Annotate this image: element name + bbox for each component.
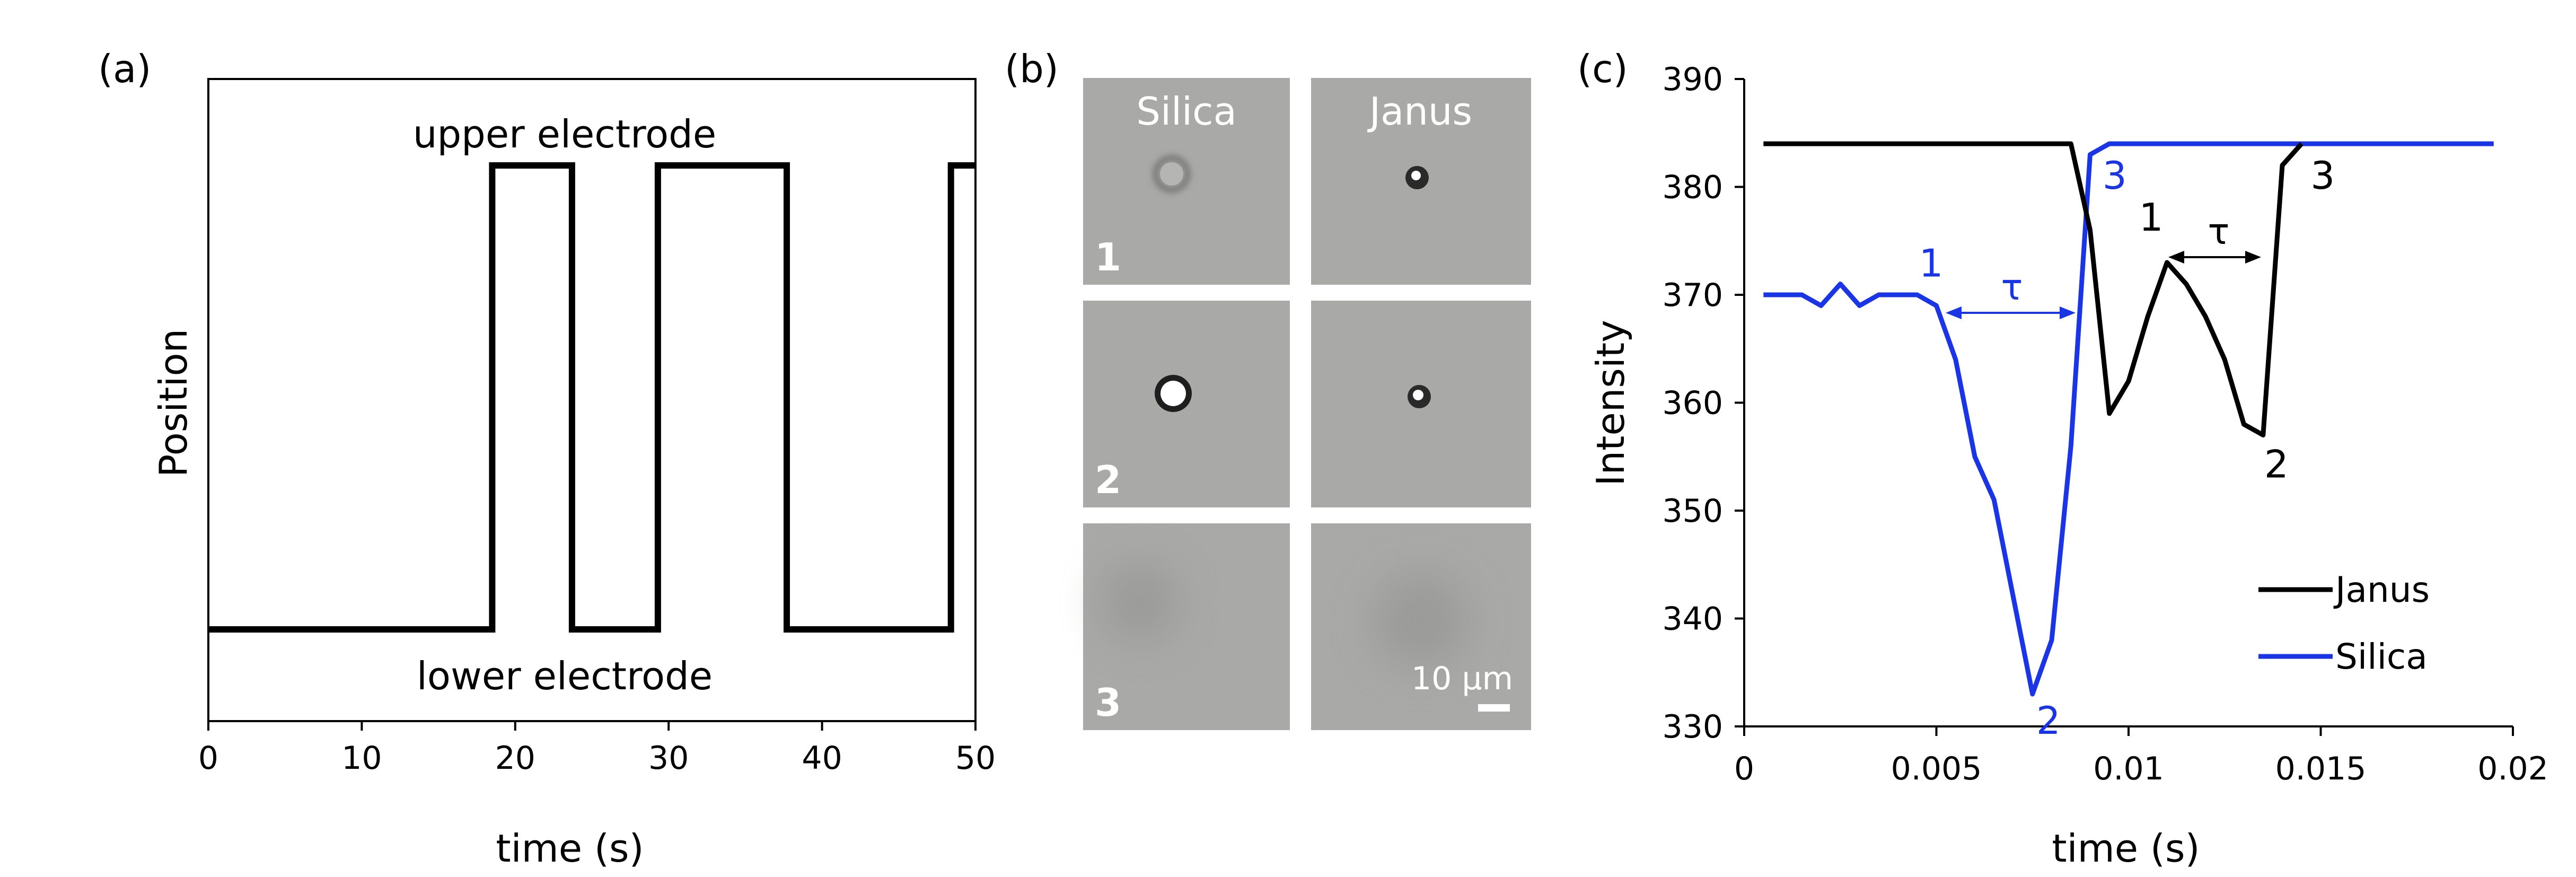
lower-electrode-label: lower electrode <box>417 654 713 698</box>
tau-arrow-silica <box>1946 306 2076 319</box>
legend-label-silica: Silica <box>2335 636 2428 677</box>
panel-c-y-ticks <box>1735 78 1744 727</box>
janus-point-label: 2 <box>2264 442 2289 487</box>
scale-bar <box>1478 704 1510 712</box>
silica-point-label: 3 <box>2103 153 2127 198</box>
panel-a: (a) 0 10 20 30 40 50 upper electrode lower el… <box>98 47 996 871</box>
janus-intensity-line <box>1763 141 2304 437</box>
column-label-janus: Janus <box>1367 89 1472 134</box>
position-trace <box>208 162 975 633</box>
x-tick-label: 0.015 <box>2275 750 2367 787</box>
panel-c-y-axis-label: Intensity <box>1588 320 1633 486</box>
column-label-silica: Silica <box>1136 89 1236 134</box>
y-tick-label: 330 <box>1662 708 1723 746</box>
row-label-2: 2 <box>1095 458 1121 502</box>
y-tick-label: 380 <box>1662 169 1723 206</box>
silica-point-label: 1 <box>1919 241 1944 285</box>
x-tick-label: 40 <box>802 740 842 777</box>
panel-c-label: (c) <box>1577 47 1628 91</box>
panel-b-label: (b) <box>1005 47 1059 91</box>
legend: Janus Silica <box>2258 569 2430 677</box>
silica-point-label: 2 <box>2036 698 2061 743</box>
y-tick-label: 350 <box>1662 493 1723 530</box>
x-tick-label: 10 <box>341 740 382 777</box>
panel-c-x-axis-label: time (s) <box>2052 826 2200 871</box>
panel-a-x-ticks <box>207 721 977 731</box>
silica-particle-1 <box>1153 155 1190 192</box>
row-label-1: 1 <box>1095 235 1121 279</box>
panel-c: (c) 330 340 350 360 370 380 390 0 0.005 0.01 0.01… <box>1577 47 2548 871</box>
scale-bar-label: 10 µm <box>1411 660 1513 697</box>
x-tick-label: 0 <box>1734 750 1754 787</box>
panel-c-x-tick-labels: 0 0.005 0.01 0.015 0.02 <box>1734 750 2548 787</box>
x-tick-label: 20 <box>495 740 535 777</box>
janus-point-label: 1 <box>2139 195 2164 240</box>
panel-a-label: (a) <box>98 47 151 91</box>
panel-a-plot-frame <box>207 78 977 722</box>
silica-particle-3-blur <box>1103 565 1177 639</box>
janus-particle-1 <box>1405 166 1429 189</box>
tau-arrow-janus <box>2168 251 2261 264</box>
y-tick-label: 340 <box>1662 601 1723 638</box>
panel-a-y-axis-label: Position <box>151 329 196 477</box>
tau-label-janus: τ <box>2208 211 2230 253</box>
janus-particle-3-blur <box>1373 573 1469 668</box>
silica-intensity-line <box>1763 141 2494 697</box>
y-tick-label: 390 <box>1662 61 1723 98</box>
upper-electrode-label: upper electrode <box>413 112 716 156</box>
janus-point-label: 3 <box>2310 153 2335 198</box>
x-tick-label: 0.01 <box>2093 750 2164 787</box>
x-tick-label: 0 <box>198 740 218 777</box>
x-tick-label: 30 <box>648 740 689 777</box>
panel-c-y-tick-labels: 330 340 350 360 370 380 390 <box>1662 61 1723 746</box>
janus-particle-2 <box>1408 385 1431 408</box>
panel-c-x-ticks <box>1743 726 2514 736</box>
x-tick-label: 0.005 <box>1891 750 1982 787</box>
y-tick-label: 360 <box>1662 385 1723 422</box>
silica-particle-2 <box>1155 375 1192 412</box>
panel-a-x-axis-label: time (s) <box>496 826 644 871</box>
x-tick-label: 0.02 <box>2477 750 2548 787</box>
panel-b: (b) Silica Janus 1 2 <box>1005 47 1531 730</box>
y-tick-label: 370 <box>1662 277 1723 314</box>
panel-a-x-tick-labels: 0 10 20 30 40 50 <box>198 740 996 777</box>
tau-label-silica: τ <box>2001 267 2023 309</box>
x-tick-label: 50 <box>955 740 996 777</box>
legend-label-janus: Janus <box>2333 569 2430 610</box>
row-label-3: 3 <box>1095 680 1121 725</box>
